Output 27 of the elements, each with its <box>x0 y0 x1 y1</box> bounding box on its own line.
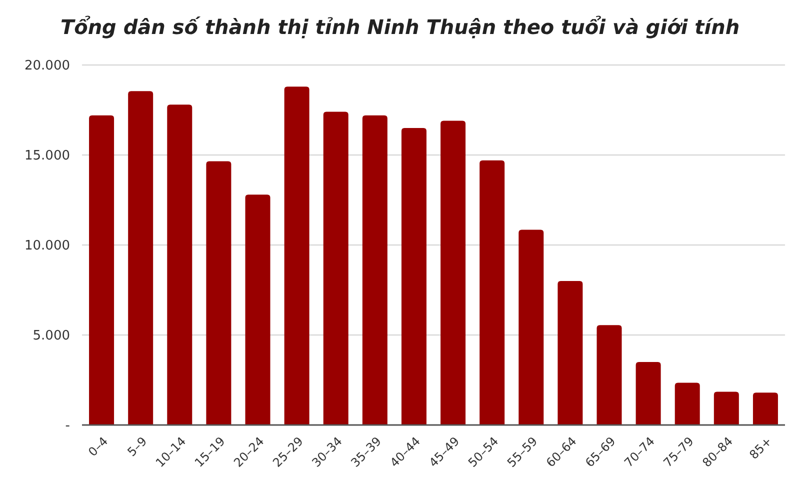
x-tick-label: 5–9 <box>124 434 150 460</box>
y-tick-label: - <box>65 418 70 434</box>
y-tick-label: 10.000 <box>24 238 70 254</box>
y-tick-label: 20.000 <box>24 58 70 74</box>
x-tick-label: 0–4 <box>86 434 111 460</box>
bar <box>245 194 270 425</box>
bar <box>674 382 700 425</box>
bar <box>401 128 426 425</box>
bar <box>636 362 661 425</box>
bar <box>558 281 583 425</box>
chart-title: Tổng dân số thành thị tỉnh Ninh Thuận theo tuổi và giới tính <box>60 15 740 39</box>
bar <box>206 161 232 425</box>
bar <box>714 392 739 425</box>
bar <box>167 104 192 425</box>
bar <box>128 91 154 425</box>
y-tick-label: 15.000 <box>24 148 70 164</box>
bar <box>89 115 114 425</box>
x-tick-label: 85+ <box>746 434 775 462</box>
bar <box>518 230 544 425</box>
bar <box>362 115 388 425</box>
bar <box>480 160 505 425</box>
bar <box>596 325 622 425</box>
bar <box>323 112 348 425</box>
y-tick-label: 5.000 <box>32 328 70 344</box>
bar <box>752 392 778 425</box>
bar <box>284 86 310 425</box>
bar <box>440 120 466 425</box>
